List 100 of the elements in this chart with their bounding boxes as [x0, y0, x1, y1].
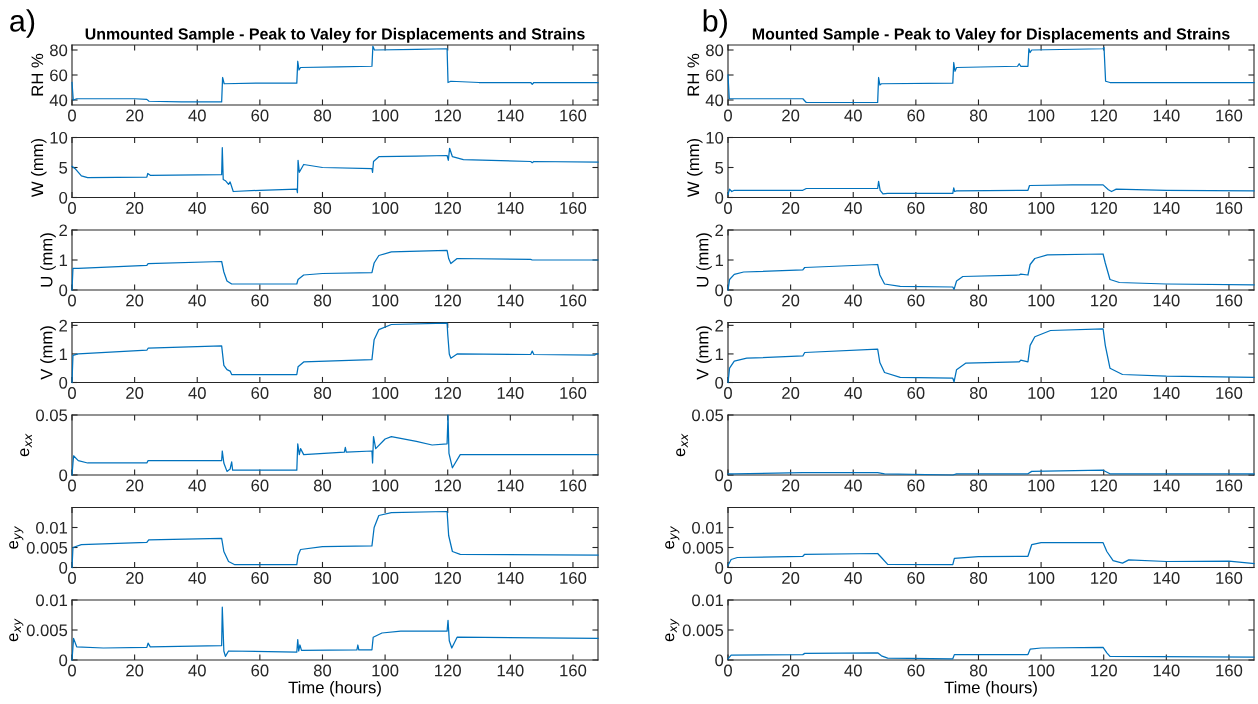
y-tick-label: 2	[715, 224, 723, 237]
y-axis-title: U (mm)	[40, 233, 56, 287]
x-tick-label: 80	[969, 479, 988, 492]
y-tick-label: 0.005	[682, 624, 724, 637]
y-tick-label: 0	[715, 284, 724, 297]
y-tick-label: 2	[715, 319, 723, 332]
x-tick-label: 0	[724, 109, 732, 122]
text: b)	[703, 9, 727, 38]
y-axis-title: e$_{xy}$	[665, 618, 680, 642]
x-tick-label: 0	[724, 387, 732, 399]
y-tick-label: 1	[715, 348, 724, 360]
x-tick-label: 60	[907, 294, 925, 307]
x-tick-label: 80	[313, 572, 332, 584]
x-tick-label: 0	[68, 572, 76, 584]
x-tick-label: 80	[313, 294, 332, 307]
x-tick-label: 100	[1028, 387, 1055, 399]
x-tick-label: 160	[560, 294, 587, 307]
y-tick-label: 1	[59, 348, 68, 360]
y-axis-title: e$_{yy}$	[665, 526, 680, 549]
x-tick-label: 20	[782, 664, 800, 677]
x-tick-label: 160	[1216, 387, 1243, 399]
y-tick-label: 10	[50, 131, 68, 144]
x-tick-label: 60	[907, 109, 925, 122]
x-tick-label: 60	[251, 664, 269, 677]
line-series	[727, 46, 1255, 104]
x-tick-label: 160	[560, 572, 587, 584]
x-tick-label: 80	[969, 572, 988, 584]
y-tick-label: 80	[50, 44, 68, 57]
x-tick-label: 100	[1028, 202, 1055, 214]
y-tick-label: 0	[59, 284, 68, 297]
x-tick-label: 0	[68, 387, 76, 399]
x-tick-label: 100	[372, 202, 399, 214]
y-tick-label: 2	[59, 319, 67, 332]
line-series	[71, 45, 599, 103]
x-tick-label: 140	[497, 387, 524, 399]
x-tick-label: 140	[1153, 294, 1180, 307]
line-series	[71, 322, 599, 384]
x-tick-label: 140	[497, 664, 524, 677]
y-tick-label: 0	[715, 191, 724, 204]
chart-title: Mounted Sample - Peak to Valey for Displacements and Strains	[752, 27, 1230, 43]
x-tick-label: 40	[188, 387, 206, 399]
x-tick-label: 0	[724, 572, 732, 584]
x-tick-label: 60	[251, 202, 269, 214]
y-tick-label: 1	[715, 254, 724, 267]
x-tick-label: 0	[68, 109, 76, 122]
y-tick-label: 1	[59, 254, 68, 267]
x-tick-label: 160	[560, 479, 587, 492]
x-axis-title: Time (hours)	[288, 681, 381, 697]
x-tick-label: 160	[560, 664, 587, 677]
y-tick-label: 0.05	[692, 409, 724, 422]
x-tick-label: 100	[372, 109, 399, 122]
x-tick-label: 20	[782, 479, 800, 492]
x-tick-label: 20	[126, 294, 144, 307]
x-tick-label: 80	[313, 664, 332, 677]
x-tick-label: 140	[497, 572, 524, 584]
y-axis-title: W (mm)	[30, 138, 47, 198]
x-tick-label: 20	[126, 387, 144, 399]
x-tick-label: 100	[1028, 479, 1055, 492]
y-tick-label: 0	[59, 469, 68, 482]
y-tick-label: 5	[715, 162, 724, 174]
x-tick-label: 80	[969, 387, 988, 399]
x-tick-label: 0	[68, 202, 76, 214]
x-tick-label: 80	[969, 109, 988, 122]
x-tick-label: 120	[435, 664, 461, 677]
y-tick-label: 0.005	[26, 541, 68, 554]
y-axis-title: RH %	[31, 53, 44, 96]
x-tick-label: 160	[1216, 109, 1243, 122]
x-tick-label: 140	[497, 109, 524, 122]
x-tick-label: 120	[435, 202, 461, 214]
x-tick-label: 60	[251, 109, 269, 122]
x-tick-label: 40	[188, 479, 206, 492]
y-tick-label: 60	[706, 69, 724, 82]
x-tick-label: 80	[969, 202, 988, 214]
y-tick-label: 40	[705, 94, 724, 107]
chart-title: Unmounted Sample - Peak to Valey for Displacements and Strains	[85, 27, 585, 43]
x-tick-label: 40	[844, 479, 862, 492]
x-tick-label: 60	[251, 572, 269, 584]
x-tick-label: 120	[435, 109, 461, 122]
y-axis-title: e$_{xy}$	[9, 618, 24, 642]
y-tick-label: 0	[59, 654, 68, 667]
x-tick-label: 0	[724, 479, 732, 492]
x-tick-label: 160	[1216, 572, 1243, 584]
x-tick-label: 40	[188, 664, 206, 677]
y-tick-label: 0.005	[682, 541, 724, 554]
x-tick-label: 20	[782, 109, 800, 122]
x-tick-label: 140	[1153, 202, 1180, 214]
x-tick-label: 40	[844, 387, 862, 399]
x-tick-label: 100	[1028, 572, 1055, 584]
x-tick-label: 140	[1153, 664, 1180, 677]
x-tick-label: 120	[1091, 479, 1117, 492]
x-tick-label: 80	[313, 479, 332, 492]
x-tick-label: 60	[251, 294, 269, 307]
x-tick-label: 160	[1216, 664, 1243, 677]
x-tick-label: 40	[844, 664, 862, 677]
x-tick-label: 100	[372, 664, 399, 677]
y-tick-label: 0	[59, 561, 68, 574]
x-tick-label: 0	[68, 664, 76, 677]
x-tick-label: 140	[1153, 109, 1180, 122]
x-tick-label: 120	[435, 387, 461, 399]
x-tick-label: 20	[126, 664, 144, 677]
